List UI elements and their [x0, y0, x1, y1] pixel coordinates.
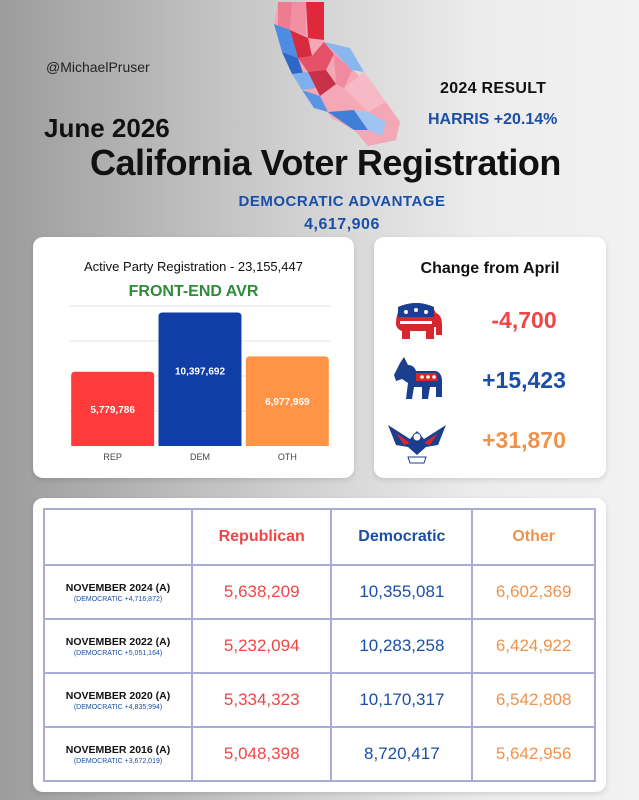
chart-subtitle: FRONT-END AVR	[128, 283, 259, 300]
bar-value-label: 10,397,692	[175, 366, 225, 377]
bar-rep	[71, 371, 155, 446]
advantage-value: 4,617,906	[304, 216, 380, 233]
page-title: California Voter Registration	[90, 142, 561, 183]
row-label: NOVEMBER 2022 (A) (DEMOCRATIC +5,051,164…	[43, 618, 193, 674]
row-label-sub: (DEMOCRATIC +5,051,164)	[73, 649, 163, 657]
table-header-row: Republican Democratic Other	[43, 508, 596, 566]
cell-republican: 5,048,398	[190, 726, 333, 782]
row-label-sub: (DEMOCRATIC +3,672,019)	[73, 757, 163, 765]
change-row-democratic: +15,423	[374, 355, 606, 405]
cell-republican: 5,232,094	[190, 618, 333, 674]
row-label-main: NOVEMBER 2024 (A)	[65, 581, 171, 594]
row-label-sub: (DEMOCRATIC +4,835,994)	[73, 703, 163, 711]
table-row: NOVEMBER 2022 (A) (DEMOCRATIC +5,051,164…	[43, 618, 596, 674]
donkey-icon	[394, 357, 442, 399]
column-header-democratic: Democratic	[330, 508, 474, 566]
change-value-republican: -4,700	[491, 307, 557, 333]
category-label: DEM	[190, 452, 210, 462]
change-card: Change from April -4,700 +15,423 +31,870	[374, 237, 606, 478]
history-table: Republican Democratic Other NOVEMBER 202…	[43, 508, 596, 782]
cell-democratic: 8,720,417	[330, 726, 474, 782]
cell-other: 5,642,956	[471, 726, 596, 782]
category-label: REP	[103, 452, 122, 462]
table-corner-cell	[43, 508, 193, 566]
table-row: NOVEMBER 2024 (A) (DEMOCRATIC +4,716,872…	[43, 564, 596, 620]
cell-other: 6,602,369	[471, 564, 596, 620]
change-value-democratic: +15,423	[482, 367, 566, 393]
column-header-other: Other	[471, 508, 596, 566]
row-label-main: NOVEMBER 2022 (A)	[65, 635, 171, 648]
cell-other: 6,424,922	[471, 618, 596, 674]
row-label: NOVEMBER 2024 (A) (DEMOCRATIC +4,716,872…	[43, 564, 193, 620]
category-label: OTH	[278, 452, 297, 462]
column-header-republican: Republican	[190, 508, 333, 566]
history-table-card: Republican Democratic Other NOVEMBER 202…	[33, 498, 606, 792]
result-value: HARRIS +20.14%	[428, 111, 558, 128]
bar-value-label: 6,977,969	[265, 397, 310, 408]
advantage-label: DEMOCRATIC ADVANTAGE	[238, 193, 446, 210]
cell-other: 6,542,808	[471, 672, 596, 728]
row-label-sub: (DEMOCRATIC +4,716,872)	[73, 595, 163, 603]
change-value-other: +31,870	[482, 427, 566, 453]
cell-republican: 5,334,323	[190, 672, 333, 728]
bar-dem	[158, 312, 242, 446]
bar-value-label: 5,779,786	[90, 405, 135, 416]
cell-democratic: 10,170,317	[330, 672, 474, 728]
report-date: June 2026	[44, 113, 170, 143]
row-label: NOVEMBER 2020 (A) (DEMOCRATIC +4,835,994…	[43, 672, 193, 728]
row-label-main: NOVEMBER 2016 (A)	[65, 743, 171, 756]
eagle-icon	[388, 425, 446, 464]
change-title: Change from April	[420, 260, 560, 277]
chart-title: Active Party Registration - 23,155,447	[84, 259, 303, 274]
change-row-other: +31,870	[374, 415, 606, 465]
row-label-main: NOVEMBER 2020 (A)	[65, 689, 171, 702]
table-row: NOVEMBER 2016 (A) (DEMOCRATIC +3,672,019…	[43, 726, 596, 782]
bar-chart: 5,779,786 REP 10,397,692 DEM 6,977,969 OTH	[69, 305, 331, 462]
author-handle: @MichaelPruser	[46, 59, 150, 75]
table-row: NOVEMBER 2020 (A) (DEMOCRATIC +4,835,994…	[43, 672, 596, 728]
elephant-icon	[396, 303, 442, 339]
result-title: 2024 RESULT	[440, 80, 547, 97]
cell-democratic: 10,283,258	[330, 618, 474, 674]
bar-oth	[245, 356, 329, 446]
cell-democratic: 10,355,081	[330, 564, 474, 620]
california-map-icon	[274, 2, 400, 146]
change-row-republican: -4,700	[374, 295, 606, 345]
row-label: NOVEMBER 2016 (A) (DEMOCRATIC +3,672,019…	[43, 726, 193, 782]
cell-republican: 5,638,209	[190, 564, 333, 620]
registration-chart-card: Active Party Registration - 23,155,447 F…	[33, 237, 354, 478]
